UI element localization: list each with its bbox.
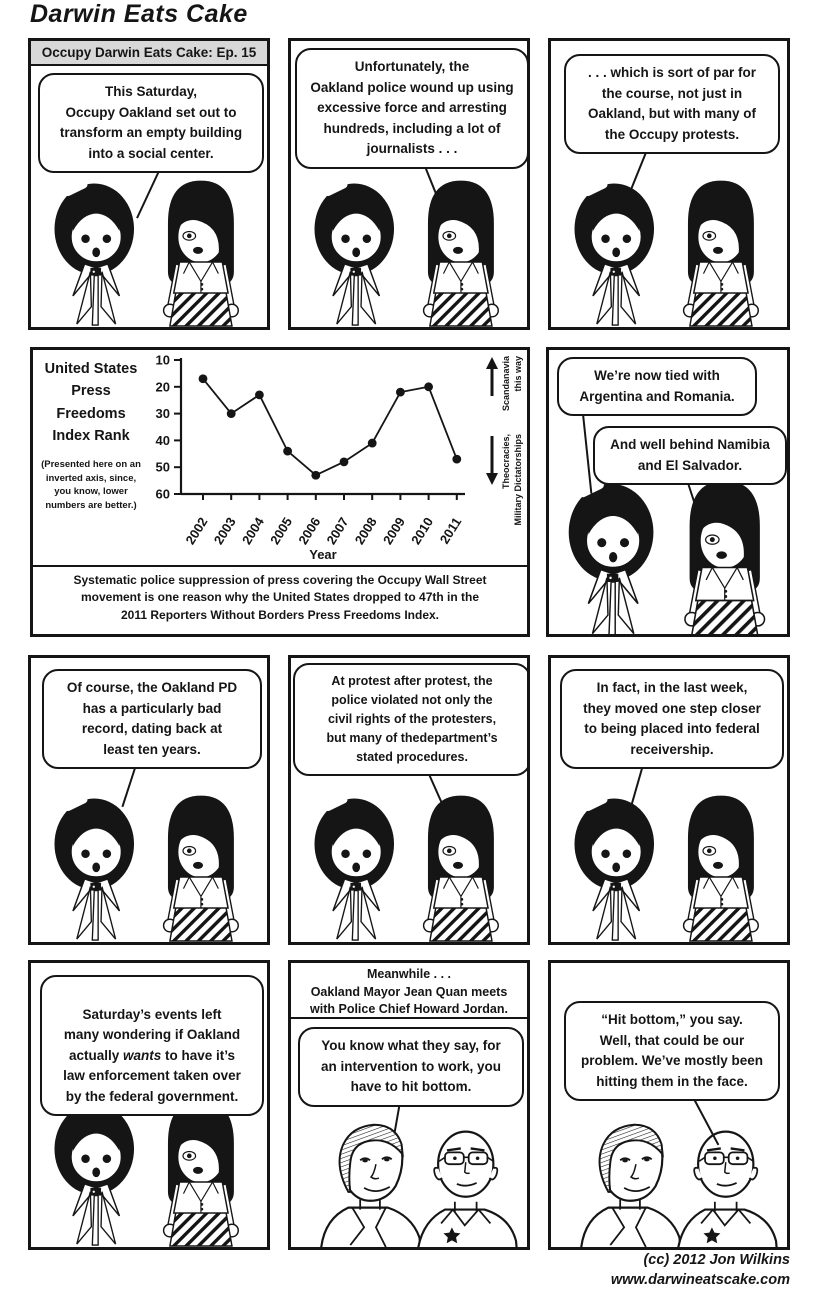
chart-y-tick-label: 30 [156, 406, 170, 421]
chart-x-tick-label: 2010 [408, 515, 436, 547]
speech-bubble: In fact, in the last week, they moved on… [560, 669, 784, 770]
chart-data-point [396, 387, 405, 397]
speech-bubble: Of course, the Oakland PD has a particul… [42, 669, 262, 770]
speech-bubble: This Saturday, Occupy Oakland set out to… [38, 73, 264, 174]
bubble-text-italic: wants [122, 1047, 162, 1063]
comic-title: Darwin Eats Cake [30, 0, 248, 28]
annotation-up-line-1: Scandanavia [501, 356, 511, 412]
chart-y-tick-label: 40 [156, 433, 170, 448]
press-freedom-line-chart: 10 20 30 40 50 60 2002 2003 2004 2005 2006 2007 2008… [156, 353, 465, 562]
speech-bubble: Saturday’s events left many wondering if… [40, 975, 264, 1117]
characters-two-women [547, 466, 790, 637]
credit-line-1: (cc) 2012 Jon Wilkins [643, 1252, 790, 1268]
up-arrow-icon [486, 357, 498, 396]
chart-data-point [255, 390, 264, 400]
chart-data-point [226, 409, 236, 418]
characters-two-women [294, 167, 527, 327]
chart-data-point [367, 438, 377, 448]
chart-y-tick-label: 50 [156, 460, 170, 475]
chart-y-tick-label: 60 [156, 487, 170, 502]
panel-7: In fact, in the last week, they moved on… [548, 655, 790, 945]
panel-5: Of course, the Oakland PD has a particul… [28, 655, 270, 945]
panel-8: Saturday’s events left many wondering if… [28, 960, 270, 1250]
panel-10: “Hit bottom,” you say. Well, that could … [548, 960, 790, 1250]
credit-line-2: www.darwineatscake.com [610, 1271, 790, 1288]
speech-bubble: Unfortunately, the Oakland police wound … [295, 48, 527, 169]
chart-data-line [202, 378, 458, 477]
characters-quan-jordan [551, 1105, 788, 1250]
bubble-text: Saturday’s events left many wondering if… [63, 1006, 241, 1063]
chart-x-tick-label: 2005 [267, 515, 295, 547]
panel-chart: United States Press Freedoms Index Rank … [30, 347, 530, 637]
chart-data-point [198, 374, 208, 384]
chart-x-tick-label: 2006 [295, 515, 323, 547]
chart-x-tick-label: 2002 [182, 515, 210, 547]
chart-caption: Systematic police suppression of press c… [73, 573, 487, 622]
bubble-text: to have it’s law enforcement taken over … [63, 1047, 241, 1104]
chart-x-tick-label: 2003 [211, 515, 239, 547]
characters-two-women [34, 782, 267, 942]
speech-bubble: You know what they say, for an intervent… [298, 1027, 524, 1107]
chart-y-tick-label: 20 [156, 379, 170, 394]
chart-data-point [339, 457, 349, 467]
chart-title-line-4: Index Rank [52, 428, 130, 445]
panel-6: At protest after protest, the police vio… [288, 655, 530, 945]
chart-y-tick-label: 10 [156, 353, 170, 368]
chart-data-point [283, 446, 292, 456]
speech-bubble: And well behind Namibia and El Salvador. [593, 426, 787, 486]
chart-x-tick-label: 2004 [239, 514, 267, 547]
chart-x-tick-label: 2009 [380, 515, 408, 547]
annotation-theocracies: Theocracies, Military Dictatorships [485, 434, 524, 526]
panel-4: We’re now tied with Argentina and Romani… [546, 347, 790, 637]
annotation-down-line-1: Theocracies, [501, 434, 511, 490]
speech-bubble: “Hit bottom,” you say. Well, that could … [564, 1001, 780, 1102]
speech-bubble: . . . which is sort of par for the cours… [564, 54, 780, 155]
annotation-up-line-2: this way [513, 356, 524, 392]
speech-bubble: We’re now tied with Argentina and Romani… [557, 357, 757, 417]
chart-x-tick-label: 2008 [352, 515, 380, 547]
chart-x-tick-label: 2007 [323, 515, 351, 547]
down-arrow-icon [486, 436, 498, 485]
chart-axis-note: (Presented here on an inverted axis, sin… [41, 458, 141, 512]
chart-title-block: United States Press Freedoms Index Rank … [35, 358, 147, 513]
chart-title-line-2: Press [71, 383, 111, 400]
annotation-scandanavia: Scandanavia this way [485, 356, 524, 411]
characters-two-women [554, 167, 787, 327]
narration-caption: Meanwhile . . . Oakland Mayor Jean Quan … [291, 963, 527, 1019]
chart-data-point [311, 470, 321, 480]
panel-2: Unfortunately, the Oakland police wound … [288, 38, 530, 330]
chart-x-axis-label: Year [309, 547, 336, 562]
chart-data-point [452, 454, 462, 464]
chart-x-tick-label: 2011 [437, 515, 465, 547]
credit-block: (cc) 2012 Jon Wilkins www.darwineatscake… [611, 1251, 790, 1290]
chart-title-line-1: United States [44, 361, 138, 377]
panel-9: Meanwhile . . . Oakland Mayor Jean Quan … [288, 960, 530, 1250]
panel-3: . . . which is sort of par for the cours… [548, 38, 790, 330]
panel-1: Occupy Darwin Eats Cake: Ep. 15 This Sat… [28, 38, 270, 330]
characters-two-women [554, 782, 787, 942]
characters-two-women [294, 782, 527, 942]
panel-header-episode: Occupy Darwin Eats Cake: Ep. 15 [31, 41, 267, 66]
chart-data-point [424, 382, 433, 392]
speech-bubble: At protest after protest, the police vio… [293, 663, 527, 776]
chart-caption-divider [33, 565, 527, 567]
chart-title-line-3: Freedoms [56, 405, 126, 422]
characters-quan-jordan [291, 1105, 528, 1250]
annotation-down-line-2: Military Dictatorships [513, 434, 524, 526]
